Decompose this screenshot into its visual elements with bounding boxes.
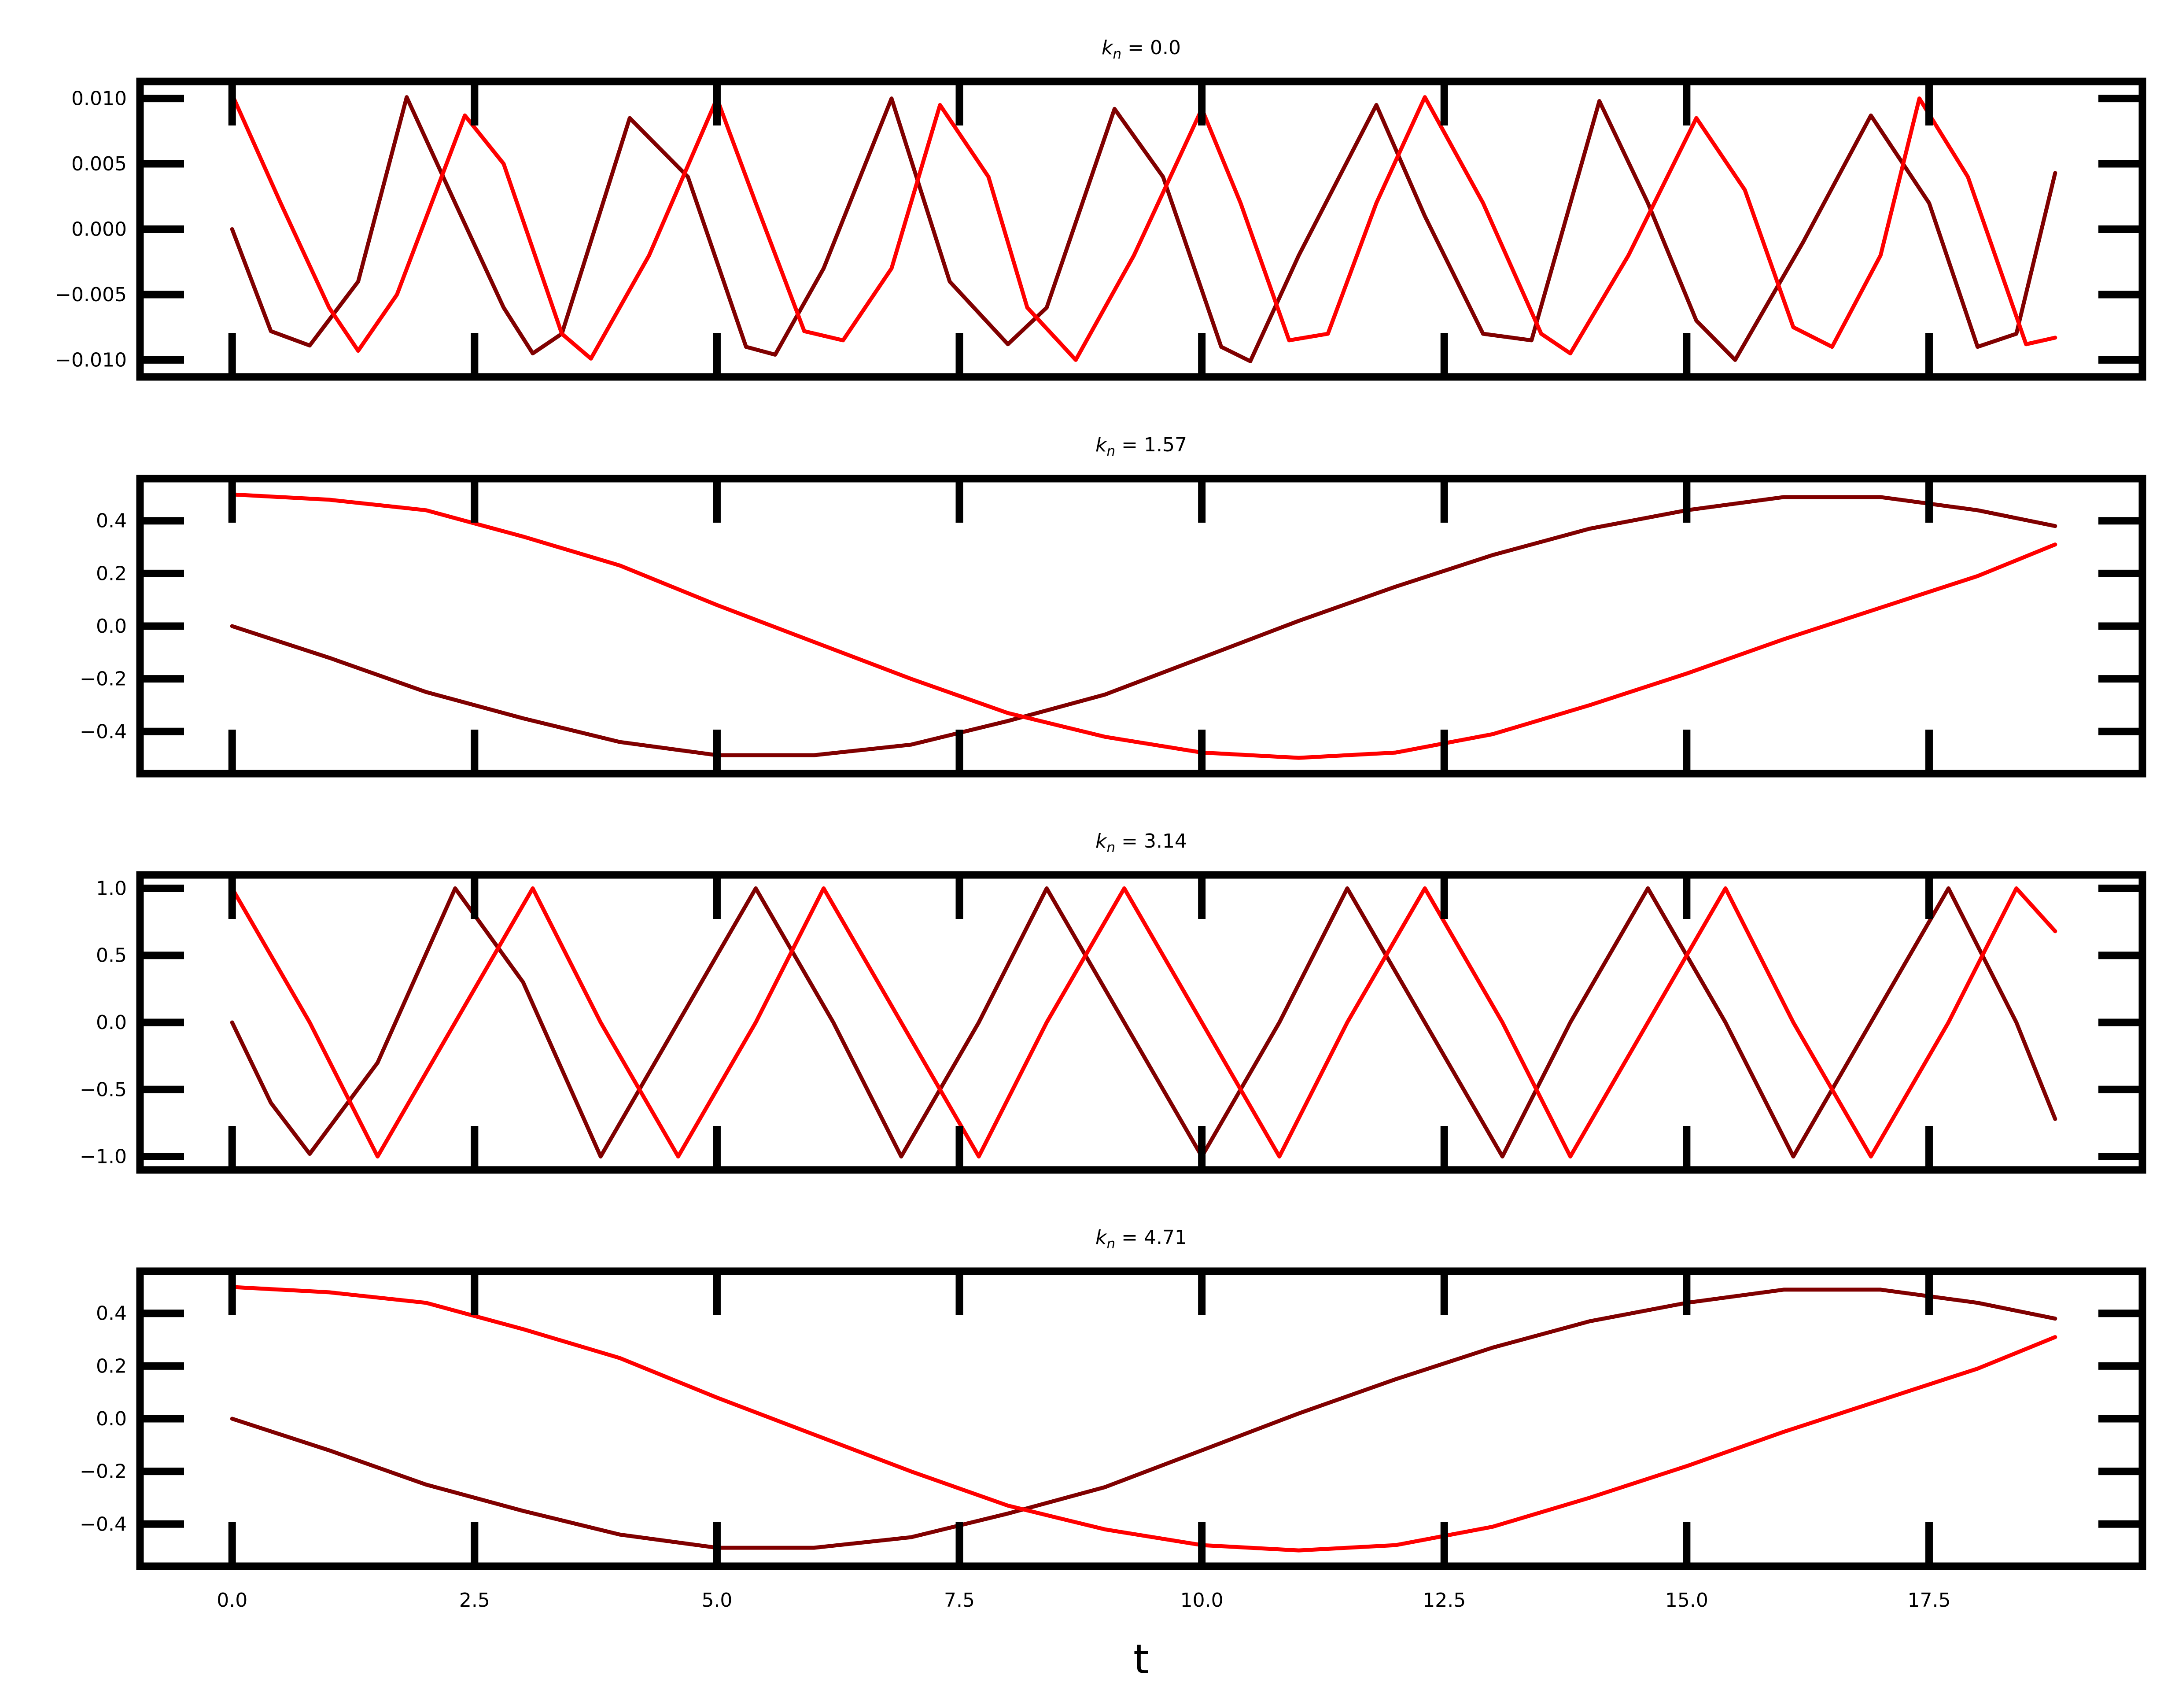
series-line-1 (230, 95, 2057, 363)
series-line-2 (230, 1285, 2057, 1553)
y-tick-label: −0.2 (80, 668, 127, 690)
series-line-1 (230, 495, 2057, 757)
title-symbol: k (1102, 37, 1113, 59)
x-tick-label: 12.5 (1423, 1589, 1466, 1612)
x-tick-label: 2.5 (459, 1589, 490, 1612)
y-tick-label: 0.4 (96, 1302, 127, 1325)
subplot-title: kn = 3.14 (1095, 830, 1187, 856)
y-tick-label: −0.2 (80, 1461, 127, 1483)
y-tick-label: 0.4 (96, 510, 127, 532)
title-value: = 1.57 (1115, 434, 1187, 456)
y-tick-label: −1.0 (80, 1146, 127, 1168)
x-tick-label: 17.5 (1907, 1589, 1950, 1612)
subplot-title: kn = 4.71 (1095, 1226, 1187, 1252)
x-axis-label: t (1133, 1636, 1149, 1683)
x-tick-label: 10.0 (1180, 1589, 1224, 1612)
title-subscript: n (1107, 443, 1116, 459)
y-tick-label: 0.0 (96, 615, 127, 638)
series-line-1 (230, 1287, 2057, 1550)
series-line-1 (230, 886, 2057, 1158)
series-line-2 (230, 886, 2057, 1158)
y-tick-label: 0.2 (96, 562, 127, 585)
y-tick-label: −0.4 (80, 720, 127, 743)
title-symbol: k (1095, 830, 1107, 852)
x-tick-label: 7.5 (944, 1589, 975, 1612)
y-tick-label: 1.0 (96, 877, 127, 900)
subplot-frame (136, 1267, 2146, 1570)
title-subscript: n (1113, 46, 1122, 62)
subplot-2: −0.4 −0.2 0.0 0.2 0.4 kn = 1.57 (80, 434, 2146, 778)
y-tick-label: −0.005 (55, 284, 127, 306)
subplot-1: −0.010 −0.005 0.000 0.005 0.010 kn = 0.0 (55, 37, 2146, 381)
title-value: = 4.71 (1115, 1226, 1187, 1249)
y-tick-label: 0.000 (71, 218, 127, 241)
x-tick-label: 5.0 (701, 1589, 732, 1612)
title-symbol: k (1095, 1226, 1107, 1249)
subplot-title: kn = 1.57 (1095, 434, 1187, 459)
subplot-4: −0.4 −0.2 0.0 0.2 0.4 kn = 4.71 0.0 2.5 5.0 7.5 10… (80, 1226, 2146, 1612)
title-subscript: n (1107, 1236, 1116, 1252)
subplot-3: −1.0 −0.5 0.0 0.5 1.0 kn = 3.14 (80, 830, 2146, 1174)
subplot-frame (136, 475, 2146, 778)
subplot-title: kn = 0.0 (1102, 37, 1181, 62)
y-tick-label: −0.5 (80, 1078, 127, 1101)
subplot-frame (136, 871, 2146, 1174)
title-symbol: k (1095, 434, 1107, 456)
x-tick-label: 0.0 (217, 1589, 247, 1612)
title-value: = 3.14 (1115, 830, 1187, 852)
series-line-2 (230, 492, 2057, 760)
y-tick-label: 0.0 (96, 1408, 127, 1430)
y-tick-label: 0.005 (71, 153, 127, 175)
x-tick-label: 15.0 (1665, 1589, 1708, 1612)
y-tick-label: 0.5 (96, 944, 127, 967)
title-subscript: n (1107, 840, 1116, 856)
y-tick-label: 0.0 (96, 1011, 127, 1034)
y-tick-label: 0.010 (71, 88, 127, 110)
y-tick-label: 0.2 (96, 1355, 127, 1377)
y-tick-label: −0.010 (55, 349, 127, 371)
title-value: = 0.0 (1121, 37, 1181, 59)
y-tick-label: −0.4 (80, 1513, 127, 1535)
series-line-2 (230, 92, 2057, 362)
subplot-frame (136, 77, 2146, 381)
